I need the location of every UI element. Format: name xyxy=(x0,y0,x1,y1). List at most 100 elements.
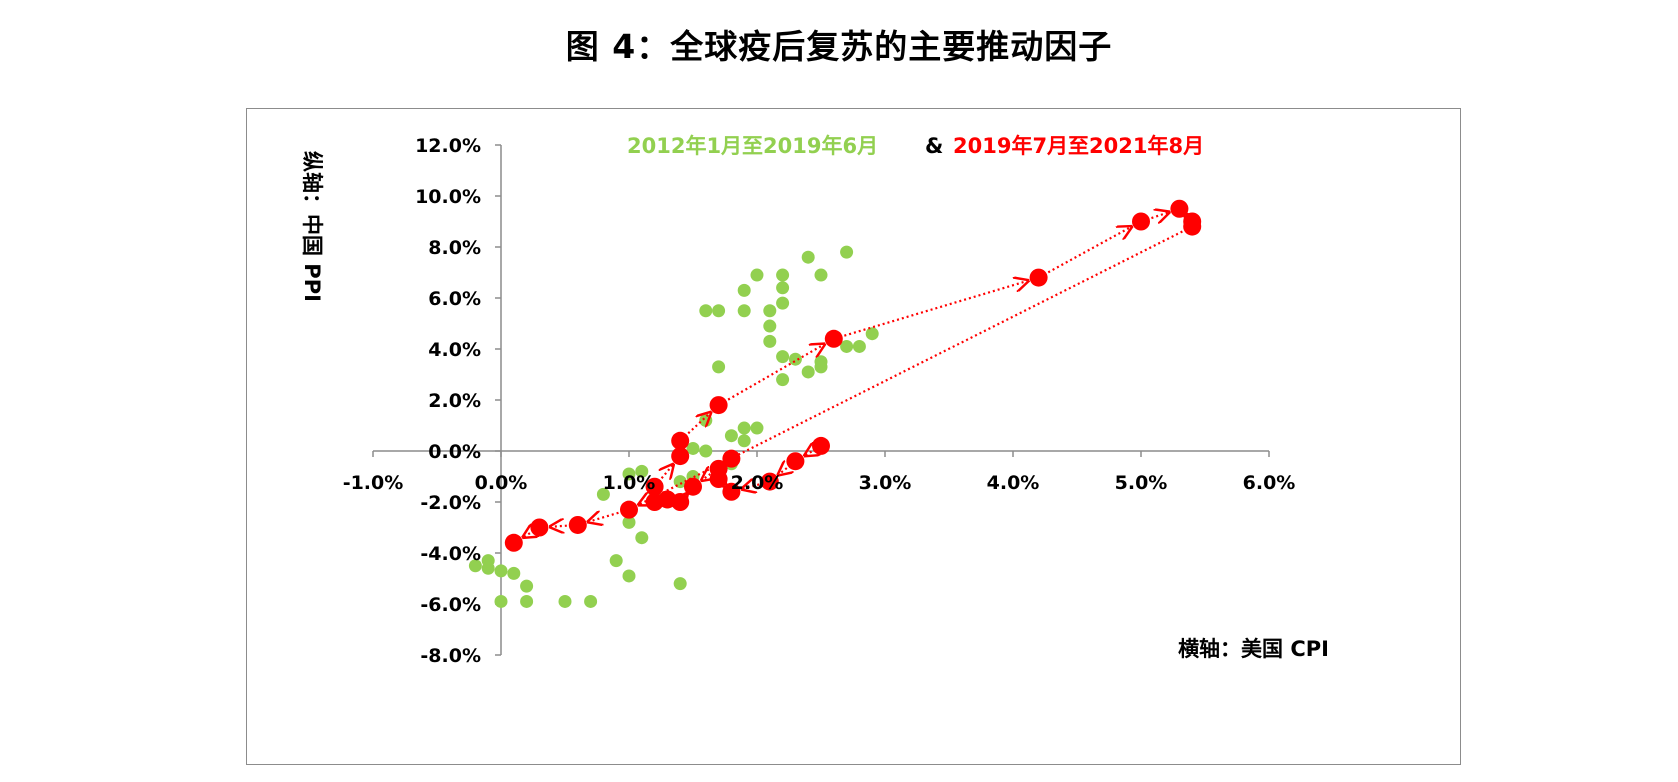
legend-series-2: 2019年7月至2021年8月 xyxy=(953,134,1204,158)
y-tick-label: 4.0% xyxy=(428,339,481,361)
scatter-point-green xyxy=(699,304,713,318)
scatter-point-red xyxy=(1029,268,1048,287)
trajectory-segment xyxy=(727,344,824,401)
scatter-point-green xyxy=(776,350,790,364)
x-tick-label: 6.0% xyxy=(1243,472,1296,494)
scatter-point-red xyxy=(504,533,523,552)
scatter-point-green xyxy=(814,355,828,369)
y-tick-label: 2.0% xyxy=(428,390,481,412)
y-tick-label: -4.0% xyxy=(420,543,481,565)
scatter-point-red xyxy=(1132,212,1150,231)
scatter-point-green xyxy=(801,250,815,264)
scatter-point-red xyxy=(786,452,805,471)
scatter-point-green xyxy=(712,360,726,374)
scatter-point-red xyxy=(709,459,728,478)
scatter-point-green xyxy=(840,339,854,353)
scatter-point-green xyxy=(635,464,649,478)
scatter-point-green xyxy=(507,566,521,580)
scatter-point-green xyxy=(622,467,636,481)
scatter-point-red xyxy=(1183,217,1202,236)
scatter-point-green xyxy=(865,327,879,341)
chart-frame: -1.0% 0.0% 1.0% 2.0% 3.0% 4.0% 5.0% 6.0% 12.0% 10… xyxy=(246,108,1461,765)
figure-title: 图 4：全球疫后复苏的主要推动因子 xyxy=(565,27,1113,66)
y-tick-label: 10.0% xyxy=(415,186,481,208)
scatter-point-green xyxy=(494,564,508,578)
scatter-point-green xyxy=(737,434,751,448)
scatter-point-red xyxy=(709,396,728,415)
scatter-point-green xyxy=(622,569,636,583)
scatter-point-green xyxy=(635,531,649,545)
scatter-point-red xyxy=(722,449,741,468)
scatter-point-green xyxy=(852,339,866,353)
x-tick-label: 1.0% xyxy=(603,472,656,494)
scatter-point-green xyxy=(673,577,687,591)
y-tick-label: -8.0% xyxy=(420,645,481,667)
scatter-point-red xyxy=(645,477,664,496)
trajectory-segment xyxy=(1151,212,1169,218)
scatter-point-green xyxy=(763,334,777,348)
scatter-point-green xyxy=(686,441,700,455)
y-tick-label: 6.0% xyxy=(428,288,481,310)
scatter-point-green xyxy=(776,373,790,387)
scatter-point-red xyxy=(722,482,741,501)
scatter-point-red xyxy=(568,515,587,534)
x-tick-label: -1.0% xyxy=(343,472,404,494)
x-tick-label: 2.0% xyxy=(731,472,784,494)
scatter-point-green xyxy=(481,561,495,575)
scatter-point-green xyxy=(699,444,713,458)
scatter-point-green xyxy=(776,281,790,295)
trajectory-segment xyxy=(523,533,530,537)
scatter-point-green xyxy=(814,268,828,282)
x-tick-label: 0.0% xyxy=(475,472,528,494)
y-tick-label: 12.0% xyxy=(415,135,481,157)
scatter-point-red xyxy=(645,493,664,511)
trajectory-segment xyxy=(805,452,812,456)
scatter-point-green xyxy=(737,283,751,297)
scatter-point-red xyxy=(760,472,779,491)
trajectory-segment xyxy=(778,468,786,475)
scatter-point-green xyxy=(776,268,790,282)
scatter-point-green xyxy=(622,515,636,529)
scatter-point-green xyxy=(763,304,777,318)
scatter-point-red xyxy=(671,447,690,466)
scatter-point-green xyxy=(750,421,764,435)
scatter-point-green xyxy=(609,554,623,568)
trajectory-segment xyxy=(662,465,673,479)
scatter-point-green xyxy=(494,594,508,608)
scatter-point-green xyxy=(840,245,854,259)
legend-separator: & xyxy=(925,134,943,158)
y-tick-label: -2.0% xyxy=(420,492,481,514)
y-axis-title: 纵轴：中国 PPI xyxy=(300,151,324,302)
scatter-point-green xyxy=(520,594,534,608)
scatter-point-red xyxy=(671,431,690,450)
scatter-point-red xyxy=(812,436,830,455)
scatter-point-red xyxy=(620,500,638,519)
scatter-point-green xyxy=(724,429,738,443)
x-tick-label: 4.0% xyxy=(987,472,1040,494)
scatter-point-green xyxy=(558,594,572,608)
scatter-point-red xyxy=(530,518,549,537)
scatter-point-green xyxy=(520,579,534,593)
scatter-point-green xyxy=(801,365,815,379)
trajectory-segment xyxy=(550,526,567,527)
x-tick-label: 5.0% xyxy=(1115,472,1168,494)
scatter-point-red xyxy=(1170,199,1189,218)
scatter-point-green xyxy=(699,413,713,427)
trajectory-segment xyxy=(1047,227,1131,274)
trajectory-segment xyxy=(687,413,710,435)
legend-series-1: 2012年1月至2019年6月 xyxy=(627,134,878,158)
scatter-point-green xyxy=(750,268,764,282)
y-tick-label: -6.0% xyxy=(420,594,481,616)
x-axis-title: 横轴：美国 CPI xyxy=(1178,637,1329,661)
scatter-point-green xyxy=(584,594,598,608)
chart-plot: -1.0% 0.0% 1.0% 2.0% 3.0% 4.0% 5.0% 6.0% 12.0% 10… xyxy=(300,134,1329,667)
scatter-point-red xyxy=(824,329,843,348)
trajectory-segment xyxy=(686,494,687,496)
scatter-point-red xyxy=(684,477,702,496)
scatter-point-green xyxy=(763,319,777,333)
scatter-point-green xyxy=(788,352,802,366)
scatter-point-green xyxy=(776,296,790,310)
scatter-point-green xyxy=(712,304,726,318)
scatter-point-green xyxy=(737,304,751,318)
trajectory-segment xyxy=(702,464,724,480)
